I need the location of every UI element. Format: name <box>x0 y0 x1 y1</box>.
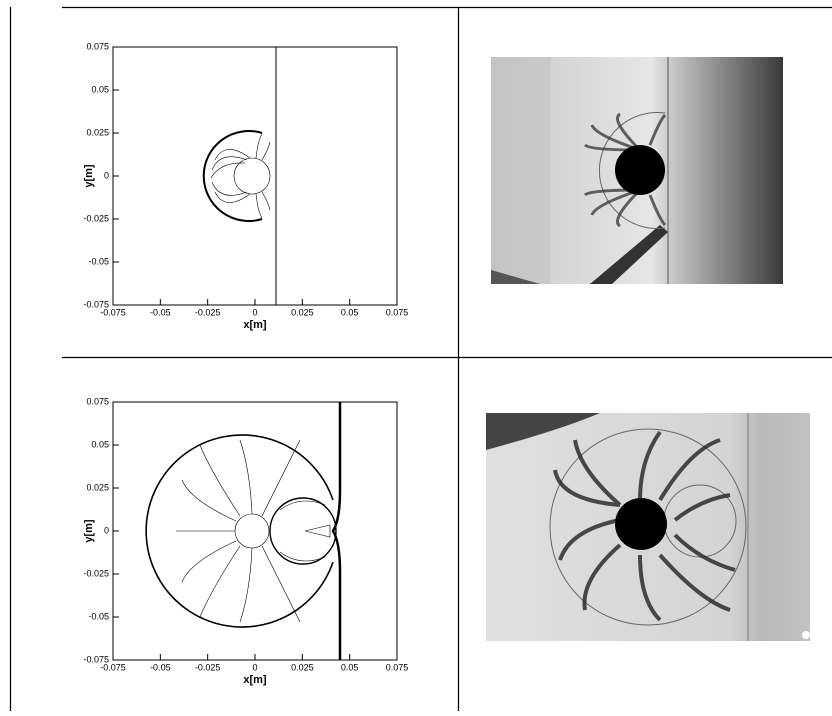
y-tick-label: 0.05 <box>91 439 109 449</box>
x-tick-label: 0.05 <box>341 307 359 317</box>
plot-frame <box>113 402 397 660</box>
x-axis-title: x[m] <box>243 319 267 331</box>
y-tick-label: -0.025 <box>83 568 109 578</box>
x-tick-label: -0.025 <box>195 307 221 317</box>
y-tick-label: 0.075 <box>86 396 109 406</box>
y-tick-label: 0.05 <box>91 84 109 94</box>
x-tick-label: 0.075 <box>386 307 409 317</box>
y-tick-label: -0.05 <box>88 611 109 621</box>
y-tick-label: 0 <box>104 525 109 535</box>
page: {"figure": {"panels": [ {"type": "contou… <box>0 0 832 711</box>
x-tick-label: 0 <box>252 662 257 672</box>
figure: -0.075 -0.05 -0.025 0 0.025 0.05 0.075 -0.075 -0… <box>0 0 832 711</box>
x-tick-label: -0.025 <box>195 662 221 672</box>
y-tick-label: 0.075 <box>86 41 109 51</box>
y-tick-label: 0 <box>104 170 109 180</box>
x-tick-label: 0 <box>252 307 257 317</box>
photo-top <box>491 57 783 284</box>
x-tick-label: -0.05 <box>150 662 171 672</box>
x-tick-label: 0.075 <box>386 662 409 672</box>
x-tick-label: -0.05 <box>150 307 171 317</box>
y-tick-label: -0.075 <box>83 299 109 309</box>
y-tick-label: -0.05 <box>88 256 109 266</box>
x-tick-label: 0.025 <box>291 662 314 672</box>
x-tick-label: 0.05 <box>341 662 359 672</box>
y-tick-label: -0.025 <box>83 213 109 223</box>
plot-frame <box>113 47 397 305</box>
y-tick-label: 0.025 <box>86 482 109 492</box>
x-axis-title: x[m] <box>243 674 267 686</box>
contours-top <box>204 47 276 305</box>
y-axis-title: y[m] <box>83 164 95 188</box>
x-tick-label: 0.025 <box>291 307 314 317</box>
contours-bottom <box>146 402 340 660</box>
y-tick-label: 0.025 <box>86 127 109 137</box>
y-axis-title: y[m] <box>83 519 95 543</box>
photo-bottom <box>486 413 810 641</box>
y-tick-label: -0.075 <box>83 654 109 664</box>
